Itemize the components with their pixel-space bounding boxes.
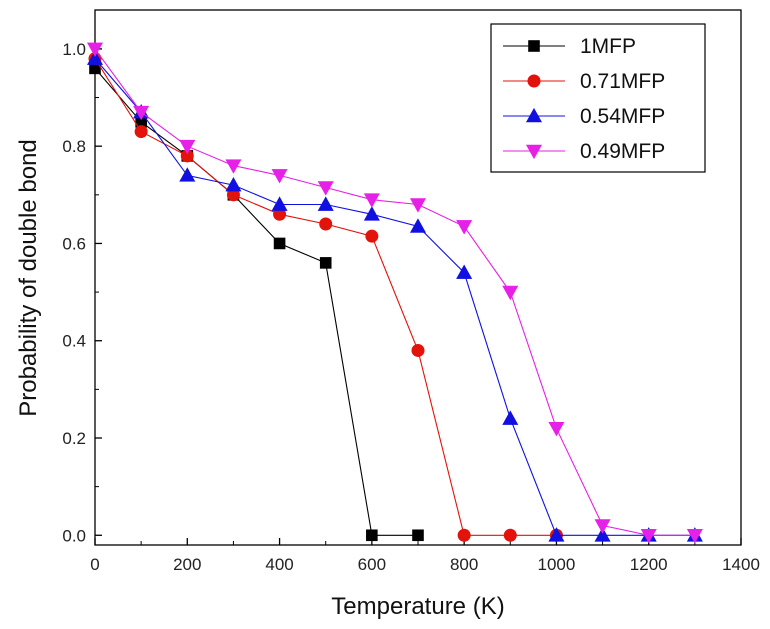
data-point [686, 528, 703, 544]
data-point [503, 528, 517, 542]
legend-marker [525, 107, 543, 123]
x-axis-title: Temperature (K) [331, 593, 504, 620]
x-tick-label: 1000 [538, 555, 576, 574]
x-tick-label: 200 [173, 555, 201, 574]
tick-labels: 0 200 400 600 800 1000 1200 1400 0.0 0.2 0.4 0.6 0.8… [62, 40, 760, 574]
y-tick-label: 0.4 [62, 332, 86, 351]
data-point [271, 169, 288, 184]
data-point [594, 527, 611, 542]
data-point [456, 264, 473, 279]
x-tick-label: 1400 [722, 555, 760, 574]
data-point [319, 217, 333, 231]
data-point [363, 206, 380, 221]
legend-label: 1MFP [580, 35, 636, 58]
data-point [457, 528, 471, 542]
data-point [225, 176, 242, 192]
data-point [134, 125, 148, 139]
data-point [548, 421, 565, 437]
series-0.49MFP [86, 42, 703, 544]
data-point [366, 529, 378, 542]
series-line [94, 48, 695, 536]
data-point [363, 193, 380, 208]
x-tick-label: 800 [450, 555, 478, 574]
series-line [94, 58, 695, 536]
data-point [225, 159, 242, 174]
data-point [319, 257, 332, 269]
legend-item: 1MFP [503, 35, 636, 58]
x-tick-label: 1200 [630, 555, 668, 574]
series-line [94, 58, 557, 536]
data-point [502, 285, 519, 301]
data-point [412, 529, 424, 542]
legend-items: 1MFP 0.71MFP 0.54MFP 0.49MFP [503, 35, 665, 163]
series-line [94, 68, 418, 536]
y-tick-label: 0.2 [62, 429, 86, 448]
x-tick-label: 400 [265, 555, 293, 574]
data-point [179, 139, 196, 155]
data-point [133, 105, 150, 121]
x-tick-label: 600 [358, 555, 386, 574]
data-point [502, 410, 519, 425]
data-point [411, 343, 425, 357]
data-point [409, 198, 427, 213]
data-point [86, 50, 104, 65]
legend-item: 0.49MFP [503, 140, 665, 163]
data-point [86, 42, 104, 58]
legend-box [490, 23, 706, 173]
data-point [273, 237, 286, 250]
data-point [548, 527, 565, 542]
data-point [640, 528, 657, 544]
y-tick-label: 0.6 [62, 234, 86, 253]
legend-item: 0.54MFP [503, 105, 665, 128]
legend-label: 0.54MFP [580, 105, 665, 128]
data-point [317, 196, 334, 211]
data-point [179, 167, 196, 182]
y-tick-label: 1.0 [62, 40, 86, 59]
legend-label: 0.49MFP [580, 140, 665, 163]
data-point [594, 519, 611, 534]
legend-item: 0.71MFP [503, 70, 665, 93]
legend: 1MFP 0.71MFP 0.54MFP 0.49MFP [490, 23, 706, 173]
data-point [456, 220, 473, 235]
legend-marker [528, 40, 540, 52]
series-layer [86, 42, 703, 544]
x-tick-label: 0 [90, 555, 99, 574]
y-tick-label: 0.8 [62, 137, 86, 156]
y-tick-label: 0.0 [62, 526, 86, 545]
data-point [271, 196, 288, 211]
legend-marker [527, 74, 541, 88]
data-point [409, 218, 427, 233]
y-axis-title: Probability of double bond [15, 139, 42, 417]
data-point [317, 181, 334, 196]
series-0.54MFP [86, 50, 703, 542]
data-point [365, 229, 379, 243]
legend-label: 0.71MFP [580, 70, 665, 93]
legend-marker [525, 144, 543, 160]
